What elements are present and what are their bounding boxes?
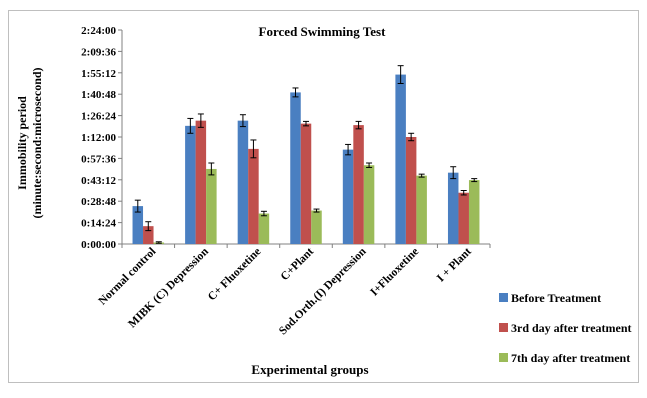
bar [248, 148, 259, 244]
bar [143, 226, 154, 244]
legend-label: 7th day after treatment [511, 351, 630, 365]
y-tick-label: 0:57:36 [81, 153, 116, 165]
bar [405, 137, 417, 244]
bar [300, 123, 312, 244]
bar [185, 125, 196, 244]
y-tick-label: 2:24:00 [81, 25, 116, 37]
bar [195, 120, 207, 244]
y-tick-label: 0:28:48 [81, 196, 116, 208]
y-tick-label: 1:12:00 [81, 132, 116, 144]
bar [237, 120, 249, 244]
chart-frame [8, 10, 639, 383]
bar [342, 149, 354, 244]
y-tick-label: 1:40:48 [81, 89, 116, 101]
y-axis-label-line1: Immobility period [15, 96, 29, 190]
bar [458, 192, 469, 244]
bar [447, 172, 459, 244]
y-tick-label: 2:09:36 [81, 46, 116, 58]
legend: Before Treatment 3rd day after treatment 7… [499, 291, 632, 365]
bar [311, 210, 322, 244]
y-axis-label: Immobility period (minute:second:microse… [15, 67, 44, 218]
y-tick-label: 1:26:24 [81, 111, 116, 123]
bar [206, 168, 217, 244]
bar [416, 175, 427, 244]
bar [132, 206, 144, 244]
legend-label: 3rd day after treatment [511, 321, 632, 335]
y-tick-label: 0:43:12 [81, 175, 116, 187]
bar [353, 125, 364, 244]
bar-series [132, 65, 480, 245]
y-tick-label: 0:00:00 [81, 239, 116, 251]
chart-title: Forced Swimming Test [259, 24, 387, 39]
bar [258, 213, 270, 244]
bar [363, 165, 375, 244]
bar [395, 74, 406, 244]
bar [290, 92, 301, 245]
legend-label: Before Treatment [511, 291, 601, 305]
x-axis-label: Experimental groups [251, 362, 368, 377]
y-tick-label: 1:55:12 [81, 68, 116, 80]
bar [468, 180, 480, 244]
legend-swatch [499, 293, 508, 302]
y-tick-label: 0:14:24 [81, 218, 116, 230]
y-axis-label-line2: (minute:second:microsecond) [30, 67, 44, 218]
legend-swatch [499, 353, 508, 362]
legend-swatch [499, 323, 508, 332]
